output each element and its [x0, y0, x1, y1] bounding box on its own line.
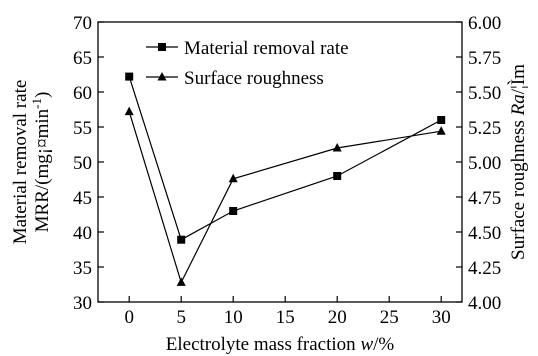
y-right-label: Surface roughness Ra/¦Ìm: [507, 64, 529, 260]
series-ra-point: [332, 143, 342, 152]
y-left-tick-label: 45: [73, 188, 92, 209]
y-left-tick-label: 50: [73, 153, 92, 174]
plot-frame: [97, 21, 463, 303]
x-tick-label: 20: [328, 307, 347, 328]
y-right-tick-label: 4.50: [468, 223, 501, 244]
legend-ra-marker: [157, 72, 167, 81]
y-left-tick-label: 40: [73, 223, 92, 244]
y-right-tick-label: 4.75: [468, 188, 501, 209]
x-tick-label: 10: [224, 307, 243, 328]
series-mrr-point: [177, 235, 186, 244]
series-ra-point: [436, 126, 446, 135]
legend-mrr-label: Material removal rate: [184, 38, 349, 59]
x-axis-label: Electrolyte mass fraction w/%: [166, 334, 395, 355]
x-tick-label: 5: [176, 307, 186, 328]
y-left-tick-label: 60: [73, 83, 92, 104]
series-mrr-point: [333, 172, 342, 180]
x-tick-label: 0: [124, 307, 134, 328]
legend-mrr-marker: [158, 43, 166, 51]
y-left-tick-label: 55: [73, 118, 92, 139]
series-layer: [124, 72, 446, 286]
y-left-tick-label: 35: [73, 258, 92, 279]
legend-ra-label: Surface roughness: [184, 68, 324, 89]
y-left-label-line2: MRR/(mg¡¤min-1): [29, 92, 53, 233]
y-left-tick-label: 65: [73, 48, 92, 69]
y-right-tick-label: 5.50: [468, 83, 501, 104]
y-right-tick-label: 6.00: [468, 13, 501, 34]
x-tick-label: 15: [276, 307, 295, 328]
y-right-tick-label: 5.75: [468, 48, 501, 69]
series-ra-point: [228, 173, 238, 183]
right-axis-ticks: 4.00 4.25 4.50 4.75 5.00 5.25 5.50 5.75 6.00: [456, 13, 501, 314]
x-tick-label: 30: [432, 307, 451, 328]
series-mrr-point: [125, 72, 134, 81]
series-mrr-point: [437, 116, 446, 124]
legend: Material removal rate Surface roughness: [146, 38, 349, 89]
left-axis-ticks: 30 35 40 45 50 55 60 65 70: [73, 13, 104, 314]
series-mrr-point: [229, 207, 238, 215]
y-right-tick-label: 4.25: [468, 258, 501, 279]
series-ra-point: [176, 277, 186, 286]
series-ra-point: [124, 106, 134, 116]
y-left-tick-label: 70: [73, 13, 92, 34]
y-right-tick-label: 5.25: [468, 118, 501, 139]
series-mrr-line: [128, 76, 442, 241]
y-left-tick-label: 30: [73, 293, 92, 314]
y-left-label-line1: Material removal rate: [10, 80, 31, 245]
x-tick-label: 25: [380, 307, 399, 328]
x-axis-ticks: 0 5 10 15 20 25 30: [124, 296, 451, 328]
y-right-tick-label: 4.00: [468, 293, 501, 314]
y-right-tick-label: 5.00: [468, 153, 501, 174]
series-ra-line: [128, 111, 442, 285]
